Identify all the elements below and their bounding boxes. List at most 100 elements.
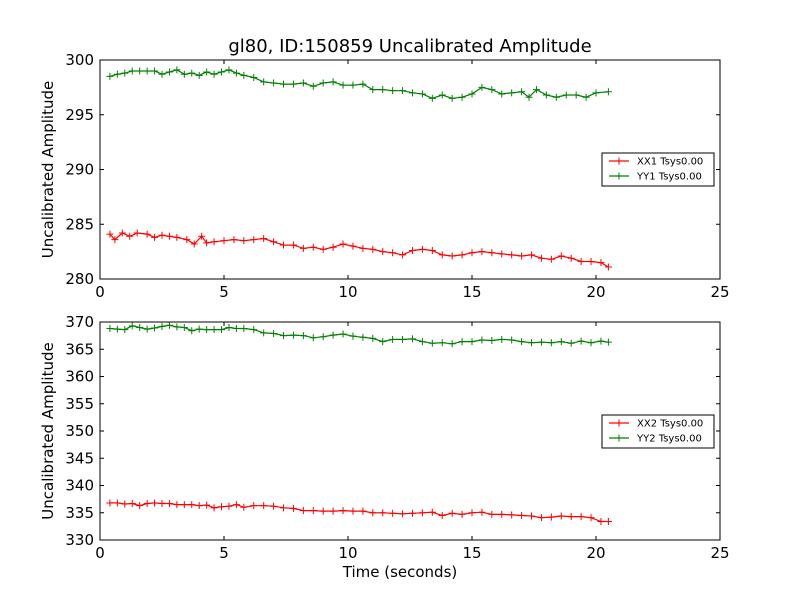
data-point [158, 499, 166, 507]
data-point [106, 72, 114, 80]
legend-label: XX2 Tsys0.00 [637, 419, 703, 430]
data-point [151, 67, 159, 75]
data-point [232, 325, 240, 333]
data-point [498, 250, 506, 258]
data-point [369, 245, 377, 253]
y-tick-label: 335 [65, 504, 94, 522]
data-point [547, 339, 555, 347]
data-point [592, 89, 600, 97]
data-point [158, 322, 166, 330]
data-point [399, 87, 407, 95]
data-point [165, 232, 173, 240]
legend-swatch-marker [615, 419, 623, 427]
data-point [225, 502, 233, 510]
x-tick-label: 5 [219, 544, 229, 562]
data-point [572, 91, 580, 99]
data-point [180, 70, 188, 78]
data-point [240, 325, 248, 333]
y-tick-label: 285 [65, 215, 94, 233]
legend-box [601, 152, 715, 187]
data-point [528, 512, 536, 520]
data-point [203, 68, 211, 76]
data-point [143, 325, 151, 333]
data-point [210, 504, 218, 512]
data-point [604, 88, 612, 96]
data-point [468, 509, 476, 517]
data-point [158, 231, 166, 239]
data-point [218, 326, 226, 334]
data-point [280, 332, 288, 340]
x-tick-label: 20 [586, 544, 605, 562]
data-point [478, 83, 486, 91]
data-point [577, 257, 585, 265]
data-point [190, 240, 198, 248]
legend-label: XX1 Tsys0.00 [637, 157, 703, 168]
data-point [319, 507, 327, 515]
y-axis-label: Uncalibrated Amplitude [39, 81, 57, 258]
x-tick-label: 15 [462, 544, 481, 562]
data-point [136, 502, 144, 510]
data-point [567, 339, 575, 347]
data-point [562, 91, 570, 99]
data-point [508, 89, 516, 97]
data-point [577, 513, 585, 521]
data-point [106, 325, 114, 333]
data-point [528, 251, 536, 259]
data-point [118, 229, 126, 237]
data-point [597, 517, 605, 525]
data-point [280, 80, 288, 88]
data-point [478, 508, 486, 516]
data-point [597, 337, 605, 345]
data-point [270, 79, 278, 87]
data-point [195, 502, 203, 510]
data-point [299, 507, 307, 515]
data-point [458, 510, 466, 518]
y-tick-label: 340 [65, 477, 94, 495]
data-point [418, 245, 426, 253]
data-point [250, 502, 258, 510]
data-point [418, 338, 426, 346]
data-point [128, 499, 136, 507]
data-point [537, 514, 545, 522]
data-point [587, 514, 595, 522]
data-point [158, 70, 166, 78]
data-point [438, 511, 446, 519]
data-point [587, 257, 595, 265]
data-point [498, 90, 506, 98]
data-point [173, 501, 181, 509]
data-point [379, 248, 387, 256]
data-point [309, 334, 317, 342]
data-point [532, 86, 540, 94]
data-point [349, 332, 357, 340]
data-point [143, 67, 151, 75]
data-point [438, 91, 446, 99]
data-point [597, 259, 605, 267]
data-point [188, 501, 196, 509]
data-point [547, 513, 555, 521]
data-point [180, 501, 188, 509]
data-point [478, 336, 486, 344]
data-point [113, 70, 121, 78]
data-point [309, 82, 317, 90]
data-point [428, 247, 436, 255]
data-point [528, 339, 536, 347]
data-point [128, 322, 136, 330]
data-point [557, 252, 565, 260]
data-point [106, 499, 114, 507]
data-point [448, 340, 456, 348]
data-point [270, 329, 278, 337]
data-point [604, 263, 612, 271]
data-point [225, 66, 233, 74]
data-point [136, 67, 144, 75]
data-point [349, 507, 357, 515]
data-point [488, 86, 496, 94]
data-point [557, 338, 565, 346]
legend: XX2 Tsys0.00 YY2 Tsys0.00 [601, 414, 715, 449]
legend-swatch-marker [615, 172, 623, 180]
data-point [121, 326, 129, 334]
data-point [408, 247, 416, 255]
data-point [230, 236, 238, 244]
data-point [518, 88, 526, 96]
data-point [151, 324, 159, 332]
